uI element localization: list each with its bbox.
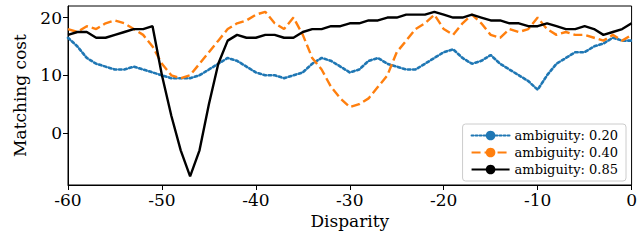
svg-text:-10: -10 (524, 190, 551, 210)
svg-text:ambiguity: 0.40: ambiguity: 0.40 (515, 145, 618, 160)
svg-text:-40: -40 (242, 190, 269, 210)
svg-text:Matching cost: Matching cost (10, 34, 30, 157)
svg-text:20: 20 (40, 8, 62, 28)
svg-text:Disparity: Disparity (310, 211, 389, 231)
svg-text:-20: -20 (430, 190, 457, 210)
svg-text:0: 0 (626, 190, 637, 210)
svg-text:-50: -50 (148, 190, 175, 210)
svg-text:ambiguity: 0.85: ambiguity: 0.85 (515, 162, 618, 177)
svg-text:0: 0 (51, 123, 62, 143)
svg-text:-60: -60 (54, 190, 81, 210)
svg-text:10: 10 (40, 65, 62, 85)
svg-text:-30: -30 (336, 190, 363, 210)
svg-text:ambiguity: 0.20: ambiguity: 0.20 (515, 128, 618, 143)
